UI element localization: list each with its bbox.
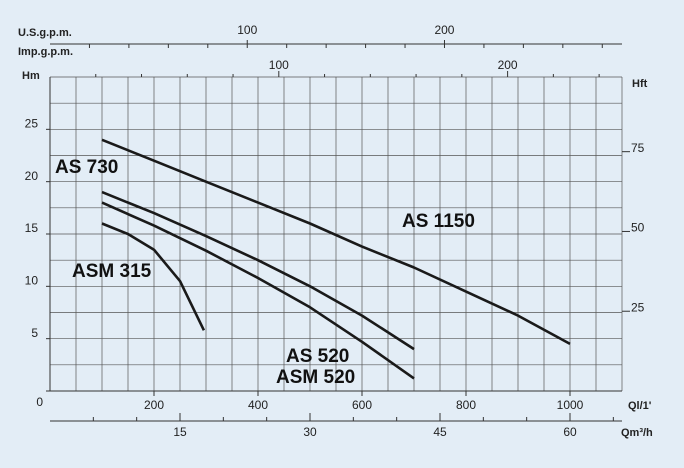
x-tick-label: 400 <box>248 398 268 412</box>
y-tick-label: 20 <box>25 169 39 183</box>
curve-label: ASM 315 <box>72 261 152 282</box>
curve-label: AS 1150 <box>402 211 475 232</box>
y-axis-label: Hm <box>22 70 40 82</box>
y2-tick-label: 25 <box>631 300 645 314</box>
curve <box>101 138 571 346</box>
y2-axis-label: Hft <box>632 78 648 90</box>
y2-tick-label: 50 <box>631 221 645 235</box>
curve <box>101 201 415 380</box>
y-tick-label: 5 <box>31 326 38 340</box>
x4-tick-label: 200 <box>498 58 518 72</box>
x2-tick-label: 30 <box>303 425 317 439</box>
x-tick-label: 800 <box>456 398 476 412</box>
y-tick-label: 25 <box>25 117 39 131</box>
x-axis-label: Ql/1' <box>628 400 652 412</box>
curve <box>101 190 415 351</box>
y-tick-label: 0 <box>36 395 43 409</box>
x3-tick-label: 200 <box>434 23 454 37</box>
curve <box>101 222 206 331</box>
x3-axis-label: U.S.g.p.m. <box>18 27 72 39</box>
x-tick-label: 600 <box>352 398 372 412</box>
x2-axis-label: Qm³/h <box>621 427 653 439</box>
curve-label: ASM 520 <box>276 367 355 388</box>
x2-tick-label: 45 <box>433 425 447 439</box>
y-tick-label: 10 <box>25 274 39 288</box>
x4-axis-label: Imp.g.p.m. <box>18 46 73 58</box>
x-tick-label: 1000 <box>557 398 584 412</box>
curve-label: AS 730 <box>55 157 118 178</box>
x2-tick-label: 15 <box>173 425 187 439</box>
curve-label: AS 520 <box>286 346 349 367</box>
x4-tick-label: 100 <box>269 58 289 72</box>
y2-tick-label: 75 <box>631 141 645 155</box>
x2-tick-label: 60 <box>563 425 577 439</box>
x-tick-label: 200 <box>144 398 164 412</box>
x3-tick-label: 100 <box>237 23 257 37</box>
y-tick-label: 15 <box>25 221 39 235</box>
